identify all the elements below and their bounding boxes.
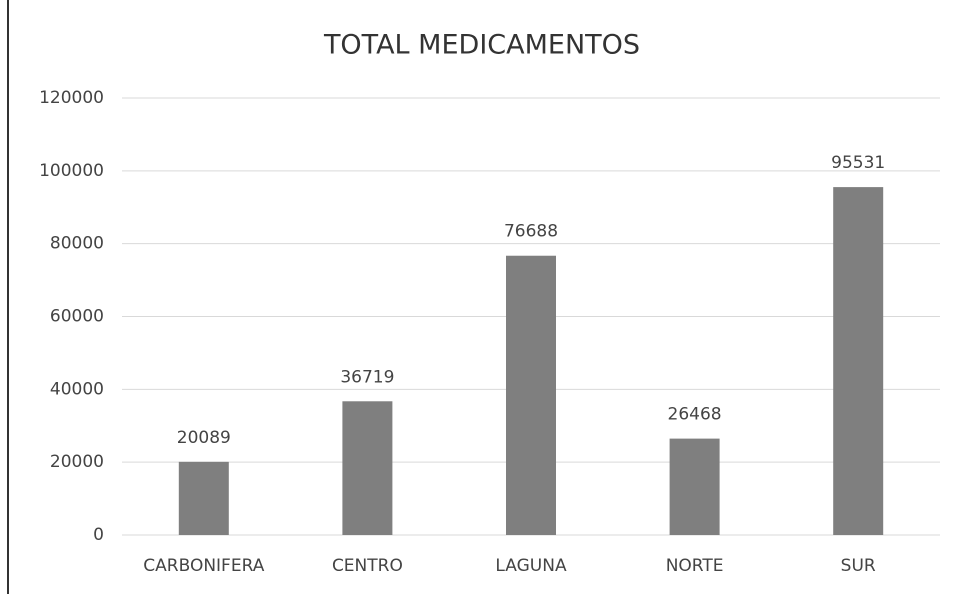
x-tick-label: CARBONIFERA (143, 556, 264, 576)
x-tick-label: CENTRO (332, 556, 403, 576)
y-tick-label: 20000 (50, 452, 104, 472)
data-label: 76688 (504, 222, 558, 242)
y-tick-label: 40000 (50, 379, 104, 399)
bar (833, 187, 884, 535)
data-label: 95531 (831, 153, 885, 173)
data-label: 36719 (340, 367, 394, 387)
y-tick-label: 60000 (50, 307, 104, 327)
chart-title: TOTAL MEDICAMENTOS (323, 30, 640, 61)
y-tick-label: 80000 (50, 234, 104, 254)
x-tick-label: LAGUNA (495, 556, 567, 576)
bar (506, 255, 556, 536)
y-tick-label: 0 (93, 525, 104, 545)
y-tick-label: 120000 (39, 88, 104, 108)
bar (669, 438, 720, 535)
bar (178, 461, 229, 535)
data-label: 20089 (177, 428, 231, 448)
bar (342, 401, 393, 535)
data-label: 26468 (668, 405, 722, 425)
x-tick-label: SUR (841, 556, 876, 576)
x-tick-label: NORTE (666, 556, 724, 576)
y-tick-label: 100000 (39, 161, 104, 181)
